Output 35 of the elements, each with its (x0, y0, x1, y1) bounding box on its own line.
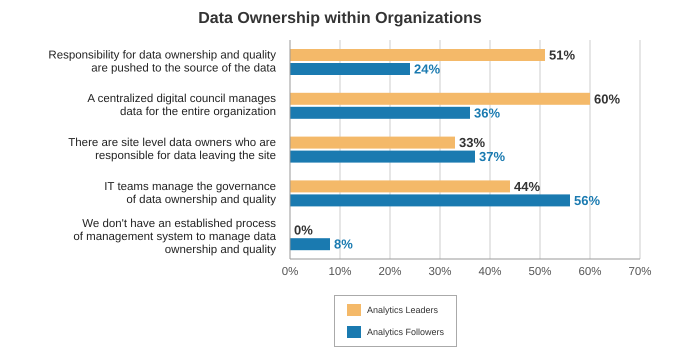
x-tick-label: 20% (378, 266, 402, 278)
data-label: 36% (474, 105, 500, 120)
bar (290, 238, 330, 250)
bar (290, 106, 470, 119)
y-tick-label: There are site level data owners who are responsible for data leaving the site (68, 137, 276, 162)
bar (290, 194, 570, 206)
data-label: 56% (574, 192, 600, 208)
data-label: 0% (294, 222, 314, 238)
x-tick-label: 60% (578, 266, 602, 278)
data-label: 37% (479, 149, 506, 164)
y-tick-label: Responsibility for data ownership and quality are pushed to the source of the data (48, 49, 277, 74)
y-tick-label: We don't have an established process of management system to manage data ownership and quality (73, 218, 277, 256)
data-label: 8% (334, 236, 354, 252)
x-tick-label: 70% (628, 266, 652, 278)
bar (290, 92, 590, 105)
legend-label: Analytics Followers (366, 326, 444, 338)
x-tick-label: 0% (282, 266, 298, 278)
data-label: 24% (414, 62, 440, 76)
bar (290, 150, 475, 163)
x-tick-label: 30% (428, 266, 452, 278)
bar (290, 63, 410, 75)
y-tick-label: IT teams manage the governance of data ownership and quality (104, 180, 276, 206)
bar (290, 136, 455, 149)
bar (290, 180, 510, 192)
bar (290, 49, 545, 61)
data-label: 44% (514, 178, 540, 194)
y-tick-label: A centralized digital council manages data for the entire organization (87, 93, 276, 118)
data-label: 60% (594, 91, 620, 106)
data-label: 51% (549, 48, 576, 62)
x-tick-label: 40% (478, 266, 502, 278)
data-label: 33% (459, 135, 486, 150)
legend-label: Analytics Leaders (366, 304, 440, 316)
x-tick-label: 10% (328, 266, 352, 278)
x-tick-label: 50% (528, 266, 552, 278)
chart-title: Data Ownership within Organizations (197, 10, 483, 28)
